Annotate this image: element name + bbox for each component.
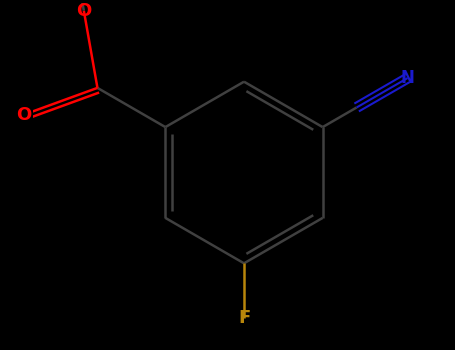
Text: O: O	[76, 2, 91, 20]
Text: N: N	[400, 69, 415, 87]
Text: O: O	[16, 106, 31, 124]
Text: F: F	[238, 309, 250, 327]
